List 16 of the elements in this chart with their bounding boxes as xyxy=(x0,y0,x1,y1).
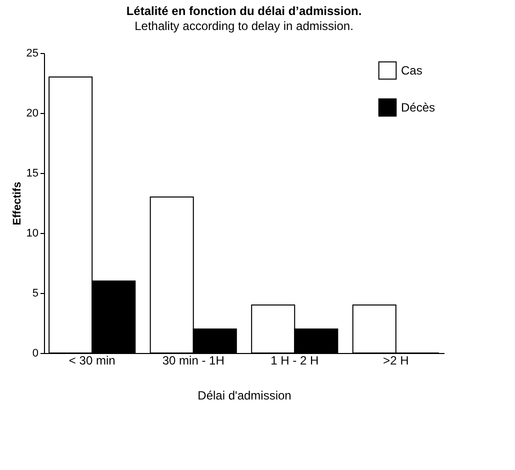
legend-label: Décès xyxy=(401,100,436,114)
chart-title: Létalité en fonction du délai d’admission. xyxy=(126,4,362,18)
x-tick-label: >2 H xyxy=(383,354,409,368)
y-tick-label: 20 xyxy=(26,108,38,120)
x-axis-title: Délai d'admission xyxy=(198,388,292,402)
y-tick-label: 0 xyxy=(32,348,38,360)
y-tick-label: 5 xyxy=(32,288,38,300)
y-tick-label: 15 xyxy=(26,168,38,180)
chart-subtitle: Lethality according to delay in admission. xyxy=(134,19,354,33)
x-tick-label: < 30 min xyxy=(68,354,116,368)
legend-label: Cas xyxy=(401,64,422,78)
x-tick-label: 30 min - 1H xyxy=(162,354,224,368)
y-tick-label: 10 xyxy=(26,228,38,240)
y-tick-label: 25 xyxy=(26,48,38,60)
y-axis-title: Effectifs xyxy=(11,182,24,226)
x-tick-label: 1 H - 2 H xyxy=(270,354,319,368)
